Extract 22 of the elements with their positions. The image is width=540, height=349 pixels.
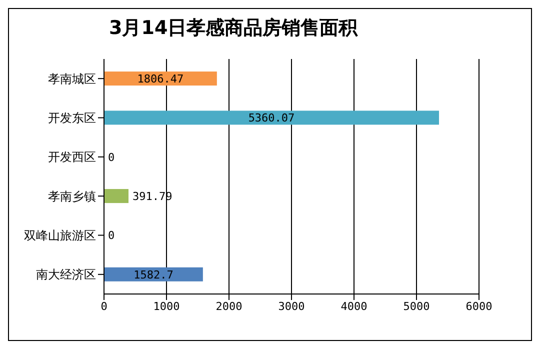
data-label: 0 (108, 150, 115, 164)
x-tick-label: 0 (100, 300, 108, 313)
x-tick-label: 6000 (466, 300, 492, 313)
bar (104, 110, 440, 125)
bar (104, 189, 128, 204)
data-label: 0 (108, 229, 115, 242)
x-tick-label: 5000 (403, 300, 430, 313)
y-tick-label: 孝南乡镇 (48, 189, 96, 204)
x-tick-label: 3000 (278, 300, 305, 313)
x-tick-label: 4000 (340, 300, 368, 313)
y-tick-label: 双峰山旅游区 (24, 228, 96, 243)
y-tick-label: 开发东区 (48, 111, 96, 126)
data-label: 1806.47 (137, 72, 184, 86)
data-label: 5360.07 (248, 112, 295, 125)
data-label: 1582.7 (134, 268, 174, 282)
x-tick-label: 2000 (216, 300, 242, 313)
y-tick-label: 孝南城区 (48, 72, 96, 86)
bar (104, 267, 203, 282)
y-tick-label: 开发西区 (48, 150, 96, 164)
chart-title: 3月14日孝感商品房销售面积 (108, 16, 359, 41)
x-tick-label: 1000 (153, 300, 180, 313)
y-tick-label: 南大经济区 (36, 268, 96, 282)
